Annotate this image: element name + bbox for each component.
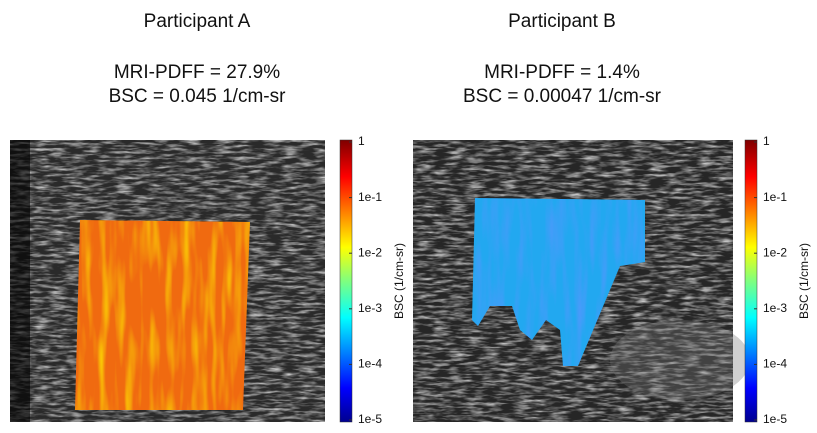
- panel-title: Participant B: [508, 11, 616, 32]
- colorbar-tick-label: 1e-1: [358, 190, 382, 204]
- colorbar-tick-label: 1e-4: [763, 357, 787, 371]
- colorbar-tick-label: 1e-4: [358, 357, 382, 371]
- colorbar-label: BSC (1/cm-sr): [797, 243, 811, 319]
- bsc: BSC = 0.045 1/cm-sr: [109, 86, 287, 107]
- pdff: MRI-PDFF = 27.9%: [114, 62, 280, 83]
- colorbar-tick-label: 1e-5: [763, 412, 787, 426]
- colorbar: [744, 139, 758, 423]
- colorbar-tick-label: 1e-5: [358, 412, 382, 426]
- ultrasound-b: [413, 140, 750, 422]
- colorbar-label: BSC (1/cm-sr): [392, 243, 406, 319]
- bsc: BSC = 0.00047 1/cm-sr: [463, 86, 662, 107]
- colorbar-tick-label: 1e-2: [358, 245, 382, 259]
- pdff: MRI-PDFF = 1.4%: [484, 62, 640, 83]
- colorbar-tick-label: 1: [763, 134, 770, 148]
- colorbar: [339, 139, 353, 423]
- panel-title: Participant A: [144, 11, 251, 32]
- colorbar-tick-label: 1: [358, 134, 365, 148]
- colorbar-tick-label: 1e-3: [763, 301, 787, 315]
- colorbar-tick-label: 1e-2: [763, 245, 787, 259]
- ultrasound-a: [10, 140, 325, 422]
- colorbar-tick-label: 1e-3: [358, 301, 382, 315]
- colorbar-tick-label: 1e-1: [763, 190, 787, 204]
